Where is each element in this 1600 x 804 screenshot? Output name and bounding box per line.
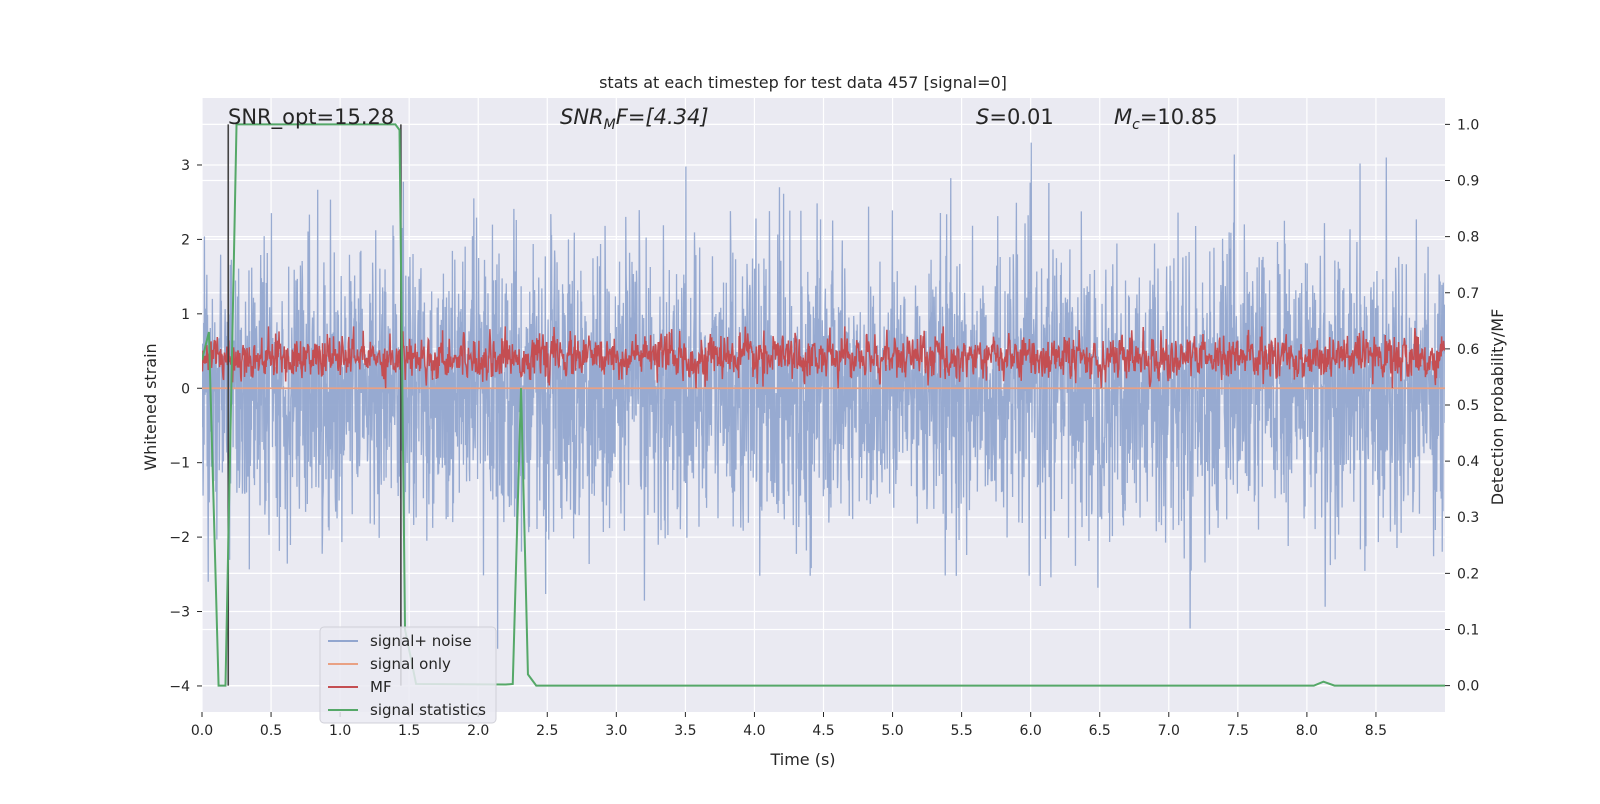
x-tick-label: 7.5 bbox=[1227, 723, 1249, 739]
legend-label: signal+ noise bbox=[370, 632, 472, 650]
x-tick-label: 8.5 bbox=[1365, 723, 1387, 739]
y-tick-label: −1 bbox=[169, 456, 190, 472]
x-tick-label: 2.5 bbox=[536, 723, 558, 739]
x-tick-label: 0.5 bbox=[260, 723, 282, 739]
x-axis-label: Time (s) bbox=[769, 750, 835, 769]
y-tick-label: 3 bbox=[181, 158, 190, 174]
y2-tick-label: 0.4 bbox=[1457, 454, 1479, 470]
y-axis-left: 3 2 1 0 −1 −2 −3 −4 bbox=[169, 158, 202, 695]
legend-box bbox=[319, 626, 497, 724]
x-tick-label: 3.5 bbox=[674, 723, 696, 739]
chart-title: stats at each timestep for test data 457… bbox=[599, 73, 1007, 92]
x-tick-label: 1.0 bbox=[329, 723, 351, 739]
y-axis-label: Whitened strain bbox=[141, 343, 160, 470]
y-tick-label: 2 bbox=[181, 232, 190, 248]
x-tick-label: 1.5 bbox=[398, 723, 420, 739]
annotation-snr-mf: SNRMF=[4.34] bbox=[560, 105, 709, 133]
legend-label: signal only bbox=[370, 655, 451, 673]
legend: signal+ noise signal only MF signal statist… bbox=[319, 626, 497, 724]
legend-label: signal statistics bbox=[370, 701, 486, 719]
y-tick-label: 1 bbox=[181, 307, 190, 323]
x-tick-label: 2.0 bbox=[467, 723, 489, 739]
annotation-mc: Mc=10.85 bbox=[1114, 105, 1218, 133]
y2-tick-label: 0.5 bbox=[1457, 398, 1479, 414]
y2-tick-label: 0.0 bbox=[1457, 679, 1479, 695]
x-tick-label: 0.0 bbox=[191, 723, 213, 739]
y-axis-right: 1.0 0.9 0.8 0.7 0.6 0.5 0.4 0.3 0.2 0.1 0.0 bbox=[1445, 117, 1479, 695]
x-tick-label: 7.0 bbox=[1158, 723, 1180, 739]
annotation-s: S=0.01 bbox=[976, 105, 1054, 129]
legend-label: MF bbox=[370, 678, 392, 696]
y2-tick-label: 0.1 bbox=[1457, 622, 1479, 638]
y2-tick-label: 0.2 bbox=[1457, 566, 1479, 582]
x-tick-label: 4.0 bbox=[743, 723, 765, 739]
x-tick-label: 6.5 bbox=[1089, 723, 1111, 739]
plot-area bbox=[201, 98, 1445, 712]
y-tick-label: −4 bbox=[169, 679, 190, 695]
y-tick-label: −3 bbox=[169, 605, 190, 621]
series-mf bbox=[202, 326, 1445, 389]
x-tick-label: 5.5 bbox=[950, 723, 972, 739]
x-tick-label: 8.0 bbox=[1296, 723, 1318, 739]
annotations: SNR_opt=15.28 SNRMF=[4.34] S=0.01 Mc=10.… bbox=[228, 105, 1218, 133]
y-tick-label: 0 bbox=[181, 381, 190, 397]
y2-axis-label: Detection probability/MF bbox=[1488, 309, 1507, 506]
y-tick-label: −2 bbox=[169, 530, 190, 546]
x-tick-label: 4.5 bbox=[812, 723, 834, 739]
x-tick-label: 6.0 bbox=[1020, 723, 1042, 739]
y2-tick-label: 1.0 bbox=[1457, 117, 1479, 133]
y2-tick-label: 0.7 bbox=[1457, 286, 1479, 302]
annotation-snr-opt: SNR_opt=15.28 bbox=[228, 105, 394, 130]
x-tick-label: 3.0 bbox=[605, 723, 627, 739]
y2-tick-label: 0.9 bbox=[1457, 174, 1479, 190]
y2-tick-label: 0.6 bbox=[1457, 342, 1479, 358]
x-axis: 0.0 0.5 1.0 1.5 2.0 2.5 3.0 3.5 4.0 4.5 5.0 5.5 6.0 6… bbox=[191, 712, 1387, 739]
x-tick-label: 5.0 bbox=[881, 723, 903, 739]
y2-tick-label: 0.3 bbox=[1457, 510, 1479, 526]
y2-tick-label: 0.8 bbox=[1457, 230, 1479, 246]
